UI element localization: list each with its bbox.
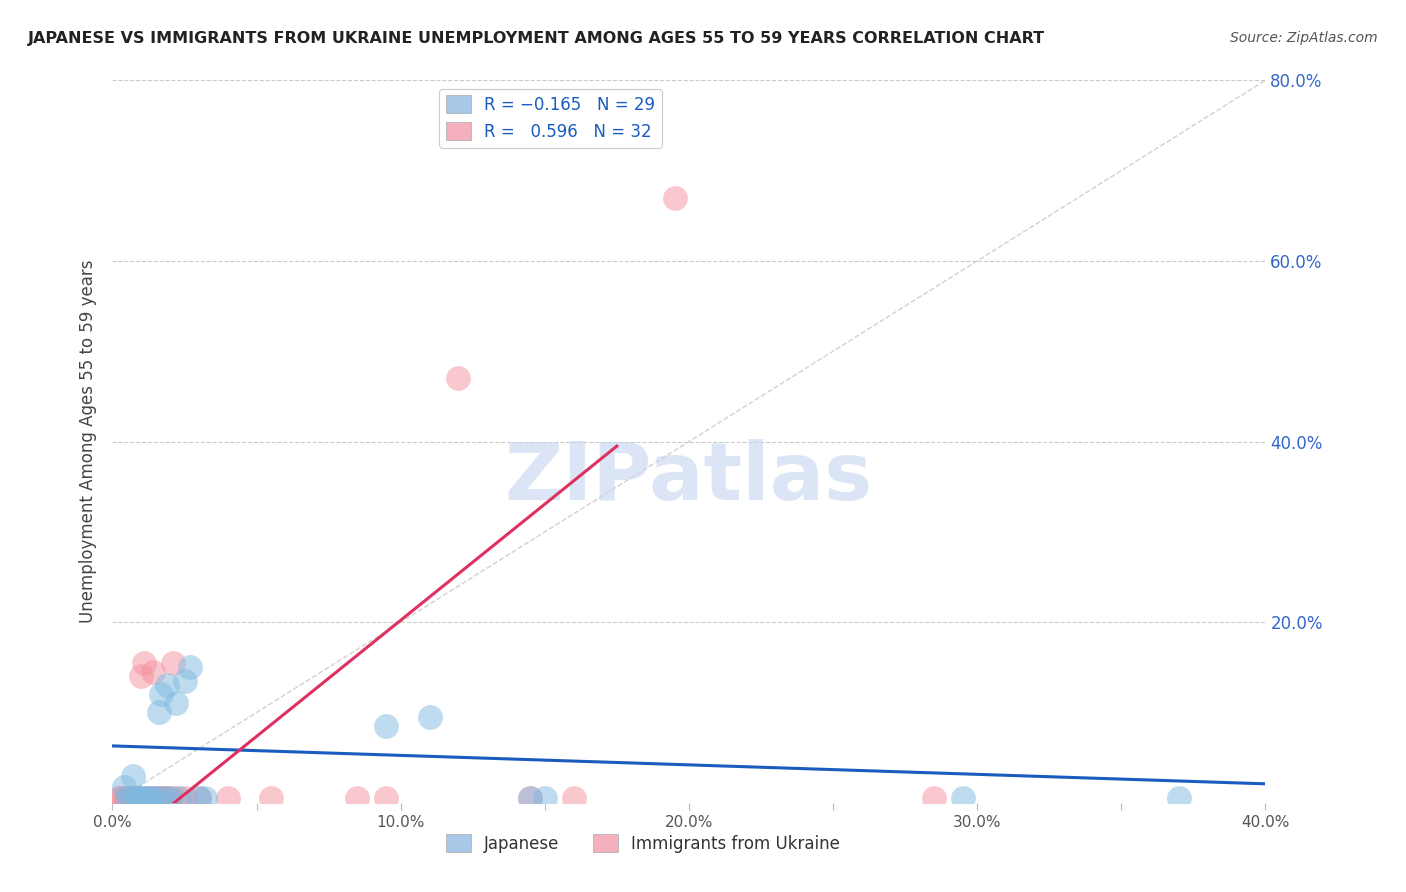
Point <box>124 791 146 805</box>
Point <box>519 791 541 805</box>
Point <box>145 791 167 805</box>
Point <box>136 791 159 805</box>
Point <box>217 791 239 805</box>
Point <box>145 791 167 805</box>
Point <box>173 673 195 688</box>
Point <box>127 791 149 805</box>
Point <box>112 791 135 805</box>
Point <box>139 791 162 805</box>
Point <box>115 791 138 805</box>
Point <box>188 791 211 805</box>
Point <box>519 791 541 805</box>
Point <box>112 780 135 794</box>
Point <box>136 791 159 805</box>
Point <box>115 791 138 805</box>
Point <box>118 791 141 805</box>
Point <box>162 656 184 670</box>
Point <box>165 697 187 711</box>
Point <box>142 791 165 805</box>
Point <box>110 791 132 805</box>
Point <box>153 791 176 805</box>
Point <box>167 791 190 805</box>
Point <box>150 791 173 805</box>
Point <box>127 791 149 805</box>
Point <box>156 791 179 805</box>
Text: ZIPatlas: ZIPatlas <box>505 439 873 516</box>
Point <box>664 191 686 205</box>
Point <box>260 791 283 805</box>
Point <box>150 687 173 701</box>
Point <box>419 710 441 724</box>
Point <box>156 678 179 692</box>
Y-axis label: Unemployment Among Ages 55 to 59 years: Unemployment Among Ages 55 to 59 years <box>79 260 97 624</box>
Point <box>148 791 170 805</box>
Point <box>159 791 181 805</box>
Point <box>952 791 974 805</box>
Legend: Japanese, Immigrants from Ukraine: Japanese, Immigrants from Ukraine <box>439 828 846 860</box>
Point <box>375 791 398 805</box>
Point <box>124 791 146 805</box>
Point <box>159 791 181 805</box>
Text: JAPANESE VS IMMIGRANTS FROM UKRAINE UNEMPLOYMENT AMONG AGES 55 TO 59 YEARS CORRE: JAPANESE VS IMMIGRANTS FROM UKRAINE UNEM… <box>28 31 1045 46</box>
Point <box>375 719 398 733</box>
Point <box>562 791 585 805</box>
Point <box>922 791 945 805</box>
Point <box>118 791 141 805</box>
Point <box>194 791 217 805</box>
Point <box>121 791 143 805</box>
Point <box>346 791 368 805</box>
Point <box>1167 791 1189 805</box>
Point <box>165 791 187 805</box>
Point <box>107 791 129 805</box>
Point <box>134 791 156 805</box>
Point <box>139 791 162 805</box>
Point <box>121 769 143 783</box>
Point <box>173 791 195 805</box>
Point <box>179 660 201 674</box>
Point <box>129 791 153 805</box>
Point <box>153 791 176 805</box>
Text: Source: ZipAtlas.com: Source: ZipAtlas.com <box>1230 31 1378 45</box>
Point <box>134 656 156 670</box>
Point <box>447 371 470 385</box>
Point <box>188 791 211 805</box>
Point <box>129 669 153 683</box>
Point <box>534 791 557 805</box>
Point <box>148 706 170 720</box>
Point <box>142 665 165 679</box>
